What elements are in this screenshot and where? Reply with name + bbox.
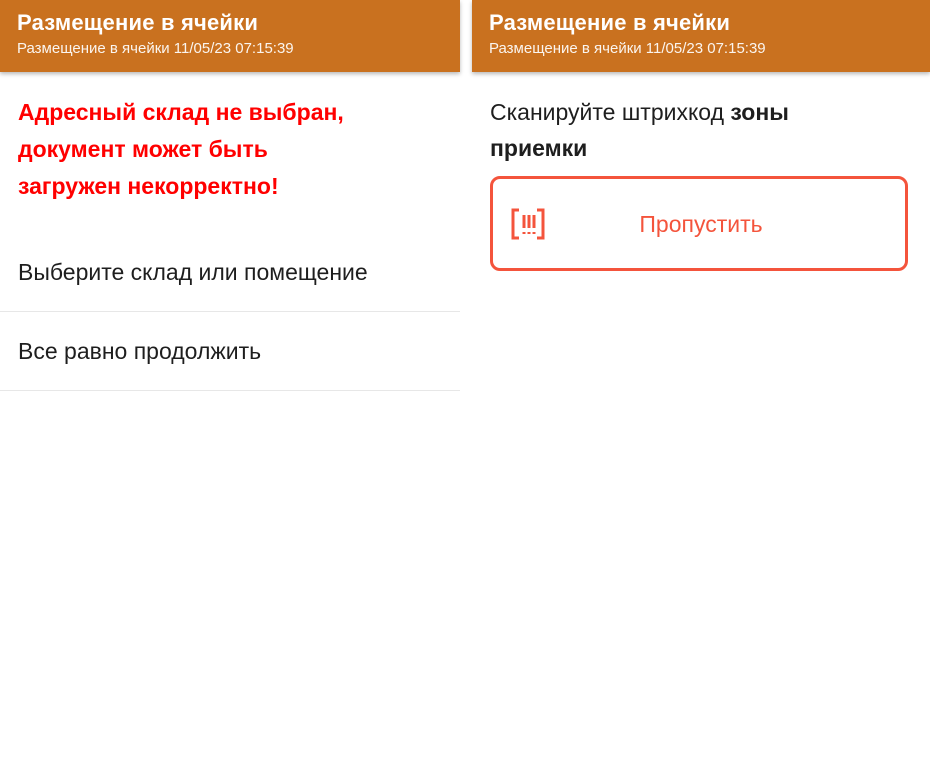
divider	[0, 311, 460, 312]
action-menu: Выберите склад или помещение Все равно п…	[0, 233, 460, 391]
screen-warehouse-warning: Размещение в ячейки Размещение в ячейки …	[0, 0, 460, 784]
barcode-icon	[511, 208, 545, 239]
warning-line: документ может быть	[18, 136, 268, 162]
scan-instruction-prefix: Сканируйте штрихкод	[490, 99, 731, 125]
scan-input[interactable]	[490, 176, 908, 271]
warning-text: Адресный склад не выбран, документ может…	[18, 94, 442, 205]
warning-line: Адресный склад не выбран,	[18, 99, 344, 125]
menu-item-continue-anyway[interactable]: Все равно продолжить	[18, 338, 262, 364]
menu-item-select-warehouse[interactable]: Выберите склад или помещение	[18, 259, 368, 285]
right-app-header: Размещение в ячейки Размещение в ячейки …	[472, 0, 930, 72]
skip-button[interactable]: Пропустить	[639, 211, 763, 237]
divider	[0, 390, 460, 391]
scan-instruction-highlight: зоны приемки	[490, 99, 789, 161]
left-app-header: Размещение в ячейки Размещение в ячейки …	[0, 0, 460, 72]
screen-scan-zone: Размещение в ячейки Размещение в ячейки …	[472, 0, 930, 784]
document-subtitle: Размещение в ячейки 11/05/23 07:15:39	[17, 40, 294, 57]
warning-line: загружен некорректно!	[18, 173, 279, 199]
page-title: Размещение в ячейки	[489, 10, 731, 35]
scan-instruction: Сканируйте штрихкод зоны приемки	[490, 94, 860, 166]
document-subtitle: Размещение в ячейки 11/05/23 07:15:39	[489, 40, 766, 57]
page-title: Размещение в ячейки	[17, 10, 259, 35]
